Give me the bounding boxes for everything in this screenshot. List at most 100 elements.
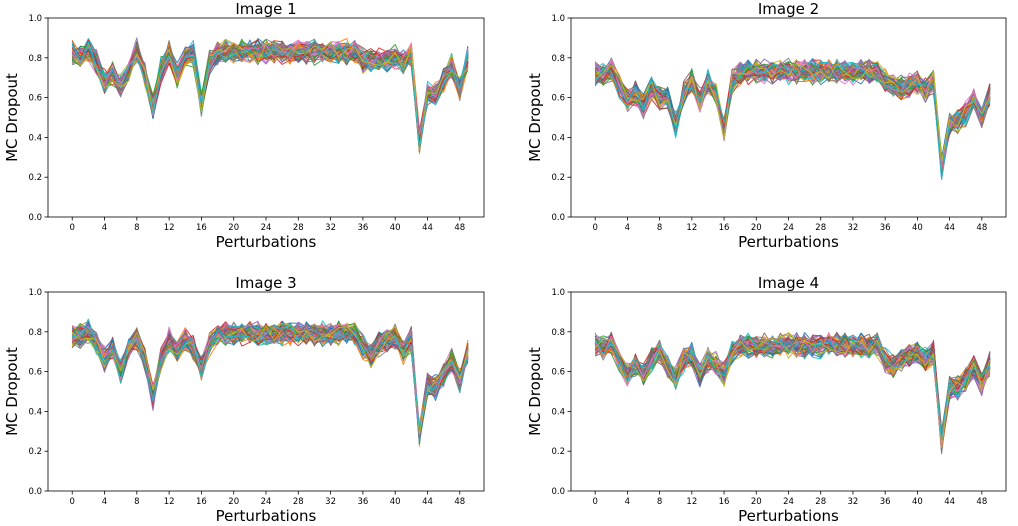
x-tick-label: 40 [912, 497, 923, 507]
x-axis-label: Perturbations [216, 233, 317, 251]
x-tick-label: 16 [196, 223, 207, 233]
x-tick-label: 20 [228, 497, 239, 507]
series-line [72, 318, 469, 429]
y-tick-label: 0.0 [551, 213, 565, 223]
subplot-image-1: 0 4 8 12 16 20 24 28 32 36 40 44 480.00.20.40.60.81.… [3, 0, 485, 251]
y-tick-label: 0.4 [28, 133, 42, 143]
x-tick-label: 0 [592, 223, 597, 233]
x-tick-label: 36 [880, 223, 891, 233]
series-line [594, 58, 991, 164]
x-tick-label: 12 [686, 223, 697, 233]
series-lines [71, 37, 469, 155]
x-tick-label: 36 [357, 497, 368, 507]
x-tick-label: 8 [657, 223, 662, 233]
y-tick-label: 0.0 [28, 213, 42, 223]
x-tick-label: 44 [422, 497, 433, 507]
x-tick-label: 8 [134, 497, 139, 507]
series-lines [594, 331, 991, 455]
y-tick-label: 0.0 [28, 487, 42, 497]
x-tick-label: 40 [390, 223, 401, 233]
series-line [594, 61, 991, 180]
y-tick-label: 1.0 [28, 288, 42, 298]
x-tick-label: 24 [783, 223, 794, 233]
x-tick-label: 12 [164, 497, 175, 507]
y-tick-label: 0.8 [28, 328, 42, 338]
x-tick-label: 8 [134, 223, 139, 233]
x-tick-label: 12 [164, 223, 175, 233]
x-tick-label: 16 [719, 223, 730, 233]
plot-frame [570, 291, 1007, 492]
x-tick-label: 36 [880, 497, 891, 507]
y-tick-label: 1.0 [551, 14, 565, 24]
y-tick-label: 0.4 [551, 133, 565, 143]
series-line [72, 321, 469, 440]
series-line [71, 39, 469, 149]
y-axis-label: MC Dropout [3, 347, 21, 436]
y-tick-label: 0.8 [28, 54, 42, 64]
x-tick-label: 24 [261, 497, 272, 507]
series-line [594, 62, 991, 180]
x-tick-label: 28 [293, 497, 304, 507]
x-tick-label: 40 [912, 223, 923, 233]
y-tick-label: 0.2 [28, 447, 42, 457]
x-tick-label: 28 [815, 223, 826, 233]
y-tick-label: 1.0 [551, 288, 565, 298]
y-axis-label: MC Dropout [526, 347, 544, 436]
x-tick-label: 20 [751, 497, 762, 507]
series-lines [71, 318, 469, 448]
series-line [71, 41, 469, 151]
x-tick-label: 48 [454, 223, 465, 233]
y-tick-label: 0.6 [551, 368, 565, 378]
x-tick-label: 32 [848, 223, 859, 233]
series-line [594, 332, 991, 441]
x-tick-label: 4 [102, 497, 107, 507]
x-tick-label: 4 [625, 223, 630, 233]
y-tick-label: 0.6 [28, 368, 42, 378]
x-tick-label: 24 [261, 223, 272, 233]
chart-title: Image 1 [235, 0, 296, 18]
y-axis-label: MC Dropout [3, 73, 21, 162]
x-tick-label: 44 [944, 223, 955, 233]
y-tick-label: 0.6 [28, 94, 42, 104]
y-tick-label: 0.8 [551, 328, 565, 338]
x-tick-label: 16 [196, 497, 207, 507]
x-tick-label: 32 [325, 223, 336, 233]
x-tick-label: 32 [325, 497, 336, 507]
x-tick-label: 0 [70, 497, 75, 507]
x-axis-label: Perturbations [738, 233, 839, 251]
x-tick-label: 20 [228, 223, 239, 233]
x-tick-label: 20 [751, 223, 762, 233]
x-axis-label: Perturbations [738, 507, 839, 525]
series-lines [594, 57, 991, 180]
y-tick-label: 0.2 [551, 173, 565, 183]
chart-title: Image 2 [758, 0, 819, 18]
y-axis-label: MC Dropout [526, 73, 544, 162]
series-line [594, 58, 991, 169]
subplot-image-2: 0 4 8 12 16 20 24 28 32 36 40 44 480.00.20.40.60.81.… [526, 0, 1007, 251]
y-tick-label: 0.8 [551, 54, 565, 64]
y-tick-label: 1.0 [28, 14, 42, 24]
series-line [72, 39, 469, 148]
x-tick-label: 36 [357, 223, 368, 233]
x-tick-label: 44 [944, 497, 955, 507]
x-axis-label: Perturbations [216, 507, 317, 525]
chart-title: Image 3 [235, 274, 296, 292]
subplot-image-3: 0 4 8 12 16 20 24 28 32 36 40 44 480.00.20.40.60.81.… [3, 274, 485, 525]
x-tick-label: 4 [102, 223, 107, 233]
x-tick-label: 16 [719, 497, 730, 507]
x-tick-label: 12 [686, 497, 697, 507]
x-tick-label: 28 [815, 497, 826, 507]
x-tick-label: 32 [848, 497, 859, 507]
x-tick-label: 48 [454, 497, 465, 507]
x-tick-label: 48 [976, 223, 987, 233]
y-tick-label: 0.0 [551, 487, 565, 497]
x-tick-label: 0 [592, 497, 597, 507]
x-tick-label: 8 [657, 497, 662, 507]
series-line [594, 338, 991, 444]
plot-frame [570, 17, 1007, 218]
x-tick-label: 4 [625, 497, 630, 507]
series-line [594, 332, 991, 447]
y-tick-label: 0.6 [551, 94, 565, 104]
x-tick-label: 40 [390, 497, 401, 507]
series-line [595, 61, 991, 158]
